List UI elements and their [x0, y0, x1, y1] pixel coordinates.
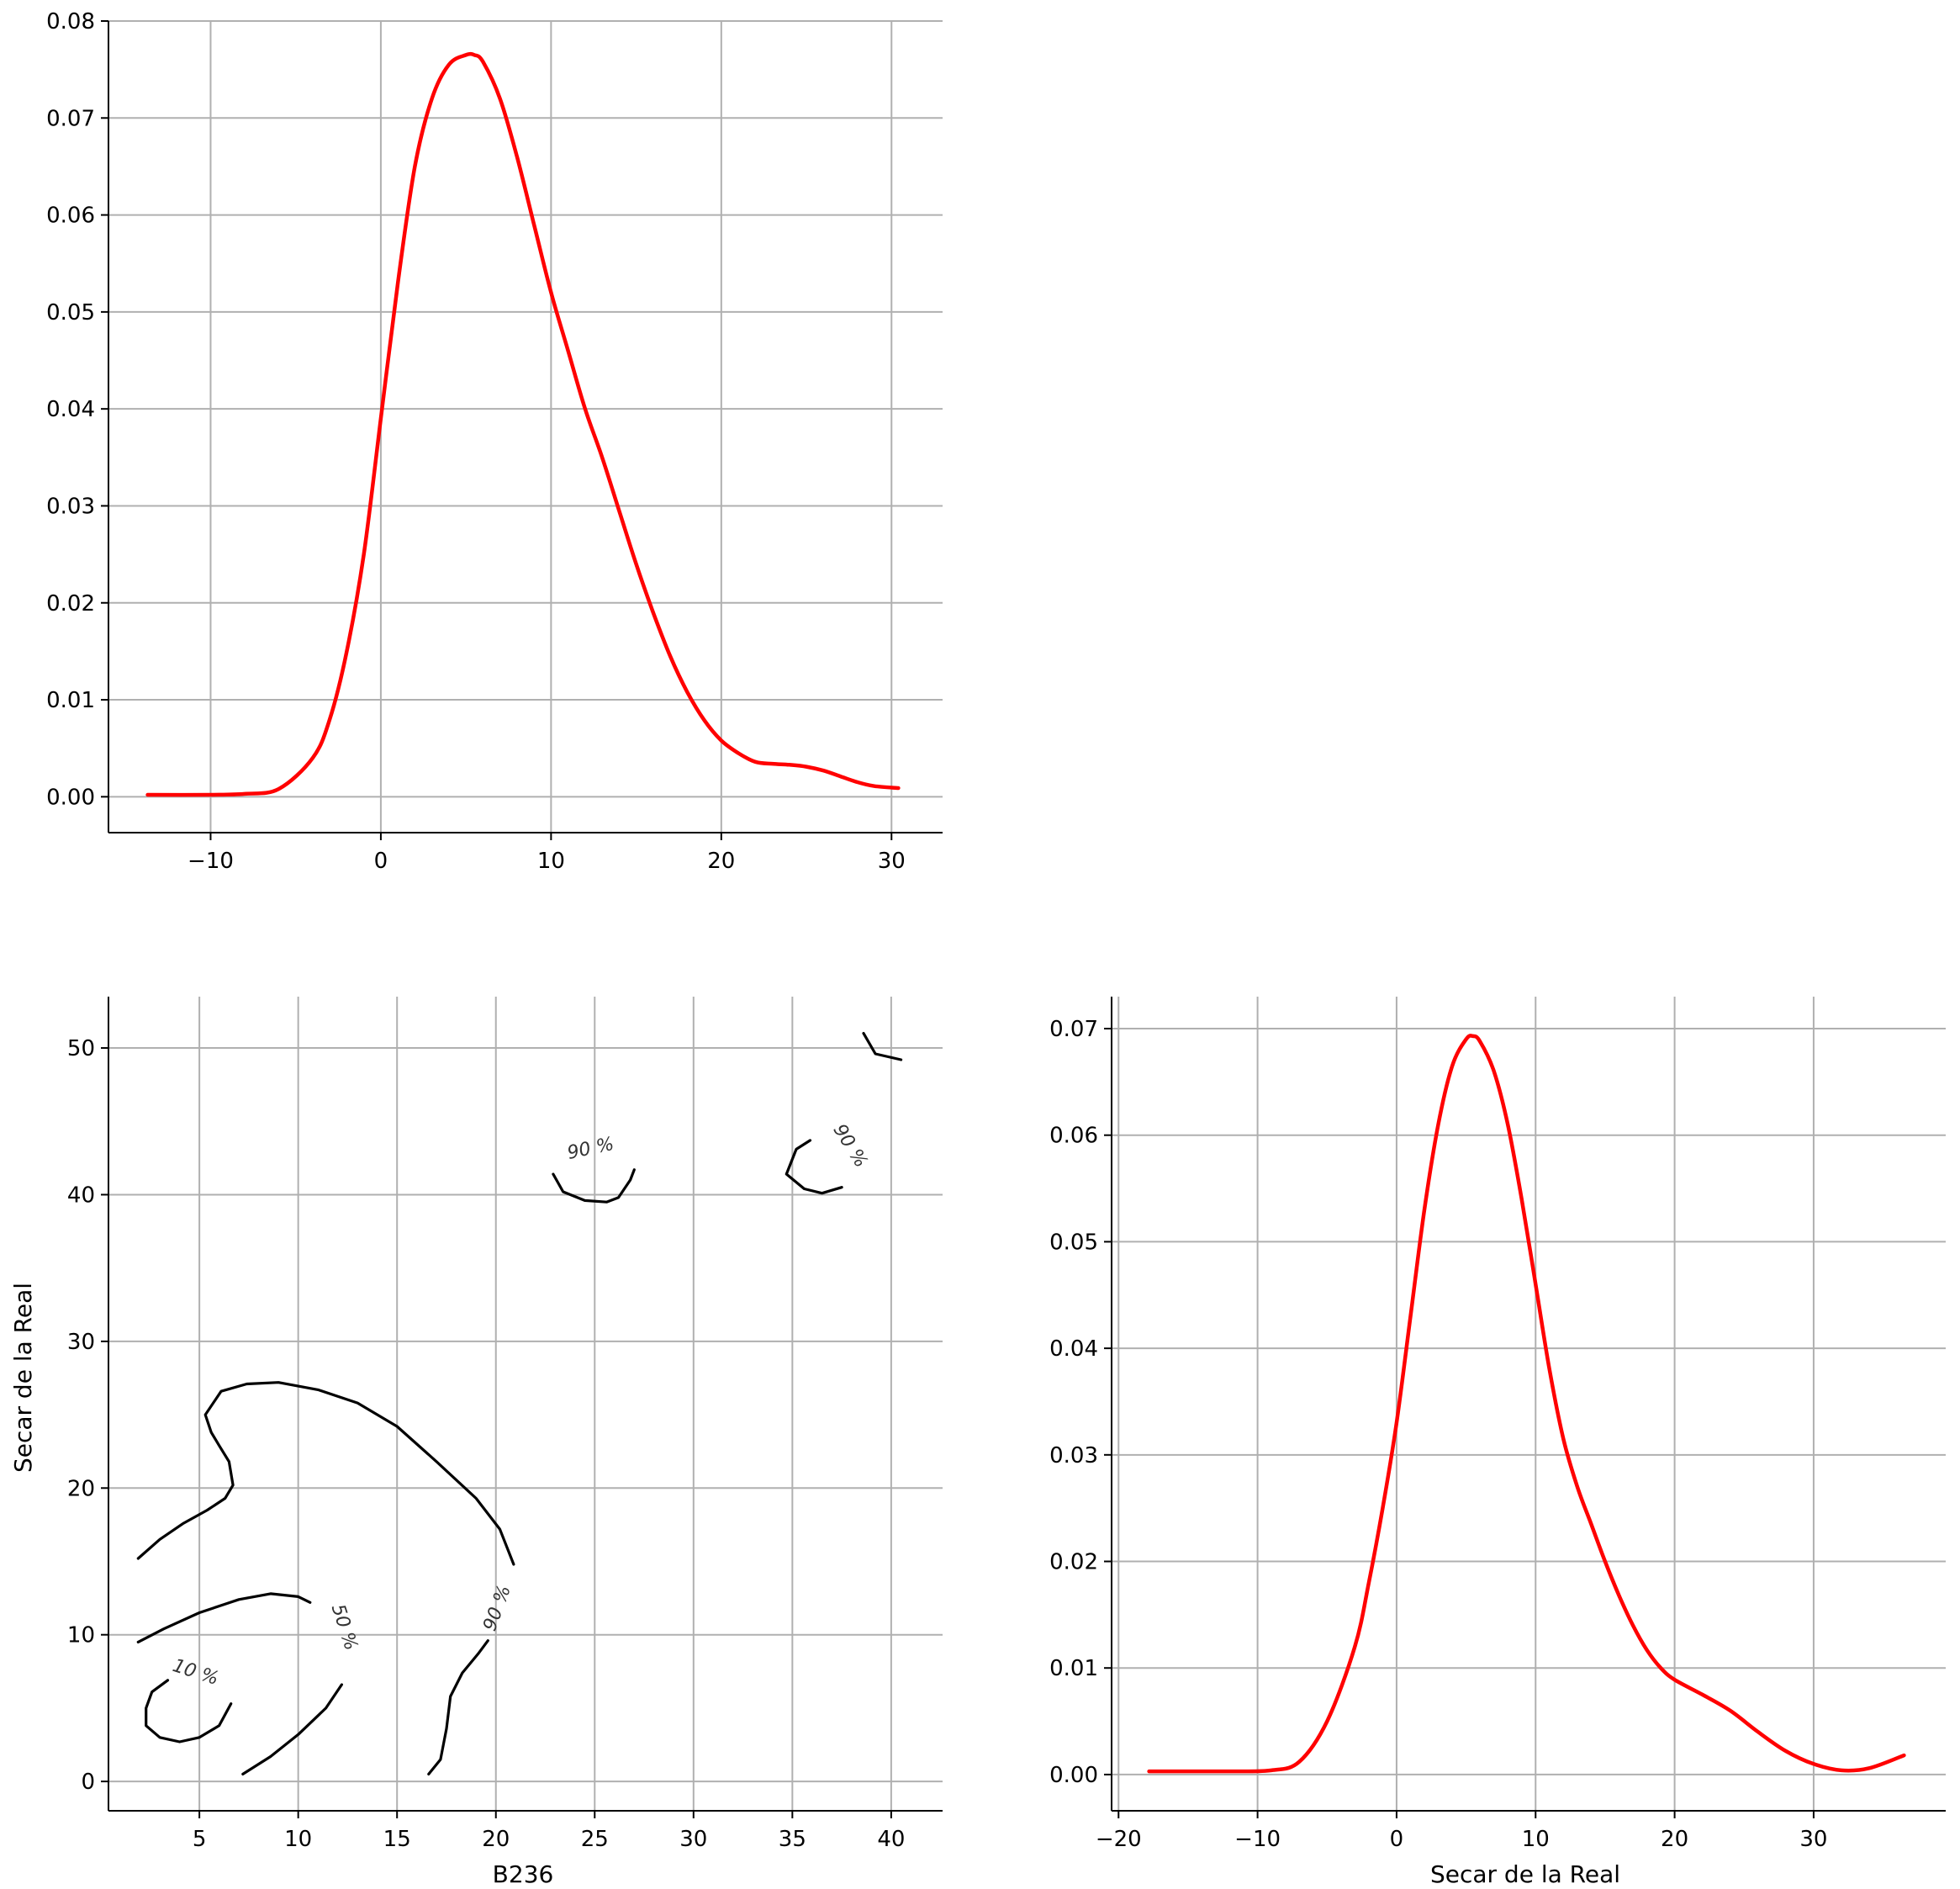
y-tick-label: 0.08 — [46, 9, 95, 34]
density-curve-line — [145, 51, 901, 797]
y-tick-label: 0.03 — [1049, 1443, 1098, 1468]
top-left-gridlines — [108, 20, 943, 833]
x-tick-label: 5 — [193, 1827, 207, 1852]
bottom-right-y-tick-labels: 0.00 0.01 0.02 0.03 0.04 0.05 0.06 0.07 — [1049, 1017, 1098, 1788]
x-tick-label: 20 — [707, 849, 735, 874]
x-tick-label: 10 — [537, 849, 565, 874]
x-tick-label: 15 — [383, 1827, 411, 1852]
bottom-right-density-plot: −20 −10 0 10 20 30 0.000.010.020.030.040.050.… — [1049, 997, 1946, 1888]
contour-line-90pct — [785, 1139, 843, 1195]
x-tick-label: 25 — [581, 1827, 609, 1852]
x-tick-label: 10 — [1522, 1827, 1550, 1852]
density-curve-line — [1147, 1034, 1906, 1774]
y-tick-label: 0.04 — [46, 397, 95, 422]
contour-line-90pct — [427, 1639, 489, 1775]
top-left-density-plot: −10 0 10 20 30 0.000.010.020.030.040.050.060… — [46, 9, 943, 874]
top-left-density-curve — [145, 51, 901, 797]
y-tick-label: 0.00 — [46, 785, 95, 810]
bottom-left-contour-plot: 10 %50 % 90 %90 % 90 % 5 10 15 20 25 30 35 40 010… — [9, 997, 943, 1888]
x-tick-label: −10 — [188, 849, 234, 874]
bottom-left-y-tick-labels: 0 10 20 30 40 50 — [67, 1036, 95, 1795]
y-tick-label: 0.06 — [1049, 1124, 1098, 1149]
bottom-right-density-curve — [1147, 1034, 1906, 1774]
x-tick-label: 30 — [878, 849, 906, 874]
y-tick-label: 0 — [81, 1770, 95, 1795]
contour-line-90pct — [136, 1381, 515, 1566]
top-left-y-tick-labels: 0.00 0.01 0.02 0.03 0.04 0.05 0.06 0.07 0.08 — [46, 9, 95, 810]
y-tick-label: 20 — [67, 1476, 95, 1501]
x-tick-label: 30 — [679, 1827, 707, 1852]
bottom-left-y-axis-title: Secar de la Real — [9, 1283, 37, 1473]
x-tick-label: −10 — [1234, 1827, 1281, 1852]
bottom-right-gridlines — [1112, 997, 1946, 1811]
bottom-left-x-tick-labels: 5 10 15 20 25 30 35 40 — [193, 1827, 906, 1852]
x-tick-label: 0 — [374, 849, 388, 874]
bottom-right-x-axis-title: Secar de la Real — [1430, 1860, 1620, 1888]
x-tick-label: −20 — [1096, 1827, 1142, 1852]
x-tick-label: 35 — [779, 1827, 806, 1852]
y-tick-label: 0.02 — [46, 591, 95, 616]
y-tick-label: 0.02 — [1049, 1550, 1098, 1575]
y-tick-label: 40 — [67, 1183, 95, 1208]
y-tick-label: 0.04 — [1049, 1336, 1098, 1362]
x-tick-label: 20 — [482, 1827, 510, 1852]
y-tick-label: 0.01 — [46, 688, 95, 713]
y-tick-label: 0.05 — [46, 300, 95, 325]
y-tick-label: 50 — [67, 1036, 95, 1061]
top-left-x-tick-labels: −10 0 10 20 30 — [188, 849, 906, 874]
y-tick-label: 0.06 — [46, 204, 95, 229]
contour-line-50pct — [136, 1592, 312, 1643]
y-tick-label: 0.01 — [1049, 1656, 1098, 1681]
y-tick-label: 10 — [67, 1623, 95, 1648]
bottom-left-axes — [101, 997, 943, 1818]
bottom-right-x-tick-labels: −20 −10 0 10 20 30 — [1096, 1827, 1828, 1852]
y-tick-label: 0.07 — [46, 106, 95, 131]
contour-line-90pct — [552, 1168, 636, 1204]
y-tick-label: 30 — [67, 1330, 95, 1355]
bottom-left-contour-lines — [136, 1032, 903, 1775]
bottom-right-axes — [1104, 997, 1946, 1818]
y-tick-label: 0.07 — [1049, 1017, 1098, 1042]
contour-line-50pct — [241, 1683, 343, 1775]
bottom-left-x-axis-title: B236 — [493, 1860, 554, 1888]
y-tick-label: 0.03 — [46, 494, 95, 519]
x-tick-label: 30 — [1799, 1827, 1827, 1852]
x-tick-label: 0 — [1390, 1827, 1404, 1852]
x-tick-label: 40 — [877, 1827, 905, 1852]
x-tick-label: 10 — [284, 1827, 312, 1852]
contour-line-10pct — [145, 1679, 233, 1743]
y-tick-label: 0.05 — [1049, 1230, 1098, 1255]
x-tick-label: 20 — [1661, 1827, 1688, 1852]
bottom-left-gridlines — [108, 997, 943, 1811]
top-left-axes — [101, 20, 943, 840]
contour-line-90pct — [862, 1032, 903, 1061]
y-tick-label: 0.00 — [1049, 1763, 1098, 1788]
